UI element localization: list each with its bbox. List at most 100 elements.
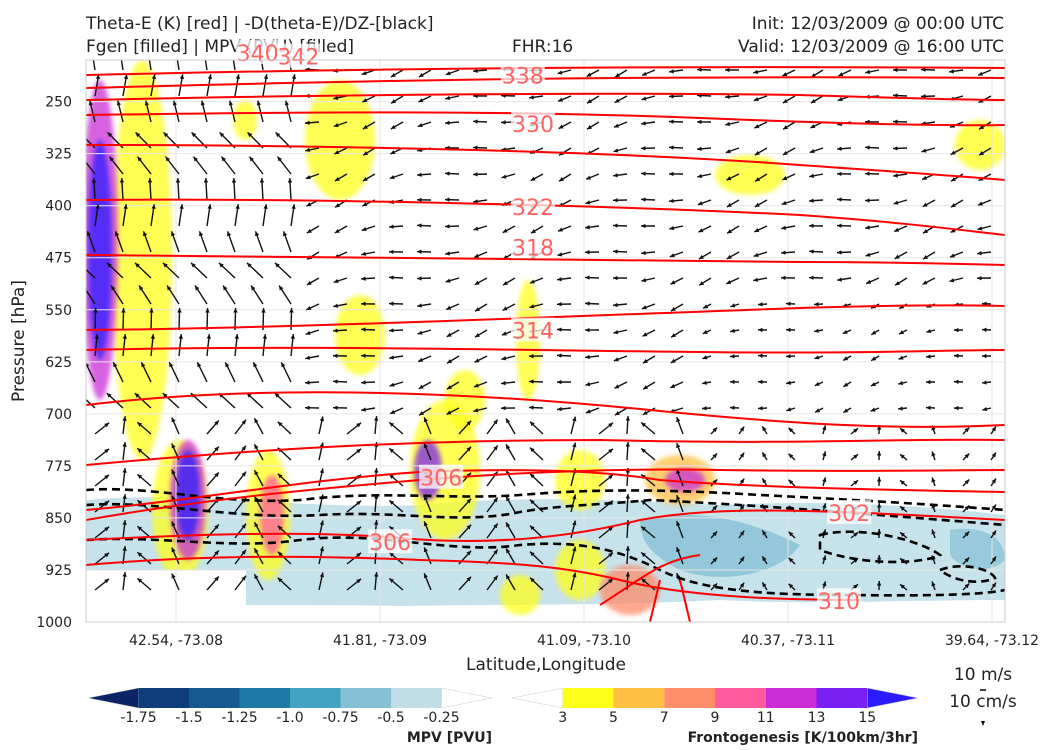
wind-vector-head [809, 223, 814, 229]
wind-vector-head [762, 582, 767, 588]
wind-vector-head [137, 422, 143, 427]
mpv-tick-label: -1.5 [175, 710, 202, 726]
wind-vector-head [241, 549, 246, 555]
wind-vector-head [356, 500, 362, 506]
wind-vector-head [586, 72, 592, 77]
wind-vector-head [608, 578, 614, 584]
wind-vector-head [389, 275, 394, 280]
wind-vector-head [698, 254, 704, 260]
wind-vector-head [389, 526, 395, 531]
wind-vector-head [837, 197, 842, 202]
chart-title-line1: Theta-E (K) [red] | -D(theta-E)/DZ-[blac… [86, 14, 434, 34]
wind-vector-head [306, 202, 312, 207]
wind-vector-head [473, 408, 479, 413]
wind-vector-head [493, 419, 498, 425]
wind-vector-head [241, 445, 246, 451]
mpv-tick-label: -1.25 [221, 710, 257, 726]
wind-vector-head [949, 253, 955, 258]
wind-vector-head [726, 202, 732, 208]
contour-label-bg [827, 500, 872, 525]
wind-vector-head [445, 120, 450, 125]
theta-e-label: 314 [512, 320, 554, 345]
wind-vector-head [702, 406, 707, 411]
wind-vector-head [390, 72, 396, 77]
wind-vector-head [446, 332, 452, 337]
wind-vector-head [277, 551, 283, 557]
x-tick-label: 39.64, -73.12 [945, 633, 1039, 649]
wind-vector-head [423, 521, 428, 527]
wind-vector-head [234, 334, 239, 339]
wind-vector-head [625, 572, 630, 577]
contour-label-bg [511, 234, 555, 259]
wind-vector-head [702, 329, 708, 334]
wind-vector-head [557, 302, 562, 307]
wind-vector-head [228, 100, 233, 106]
wind-vector-head [699, 281, 705, 286]
wind-vector-head [502, 228, 508, 233]
wind-vector-head [922, 175, 928, 180]
mpv-swatch [290, 688, 341, 708]
wind-vector-head [703, 304, 709, 309]
wind-vector-head [865, 225, 870, 230]
wind-vector-head [214, 446, 219, 452]
wind-vector-head [572, 546, 577, 552]
fgen-blob [335, 295, 385, 375]
wind-vector-head [670, 383, 676, 388]
mpv-swatch [189, 688, 240, 708]
wind-vector-head [586, 175, 592, 180]
y-tick-label: 325 [45, 147, 72, 163]
wind-vector-head [241, 575, 246, 581]
wind-vector-head [417, 223, 422, 228]
wind-vector-head [374, 468, 379, 473]
wind-vector [148, 60, 152, 71]
wind-vector-head [501, 405, 506, 411]
wind-vector-head [417, 330, 423, 335]
fgen-tick-label: 5 [609, 710, 618, 726]
wind-vector-head [613, 302, 618, 308]
fgen-swatch [511, 687, 563, 709]
init-time: Init: 12/03/2009 @ 00:00 UTC [751, 14, 1004, 34]
theta-e-label: 338 [502, 64, 544, 89]
wind-vector-head [200, 100, 205, 106]
wind-vector-head [837, 146, 842, 151]
wind-vector-head [954, 353, 959, 358]
wind-vector-head [493, 523, 498, 529]
wind-vector-head [193, 156, 198, 162]
wind-vector-head [94, 334, 99, 339]
wind-vector [86, 161, 96, 175]
wind-vector-head [809, 249, 814, 254]
wind-vector-head [389, 552, 395, 557]
wind-vector-head [814, 328, 819, 333]
wind-vector-head [585, 327, 590, 333]
wind-vector-head [837, 223, 842, 228]
wind-vector-head [150, 334, 155, 339]
wind-vector-head [669, 225, 675, 231]
wind-vector-head [305, 147, 311, 153]
wind-vector-head [419, 411, 425, 416]
wind-vector-head [122, 468, 127, 473]
wind-vector-head [506, 418, 511, 424]
wind-vector-head [231, 178, 237, 183]
wind-vector-head [473, 119, 478, 124]
wind-vector-head [174, 48, 178, 53]
wind-vector-head [529, 577, 535, 583]
wind-vector-head [529, 379, 534, 384]
wind-vector-head [122, 416, 127, 421]
wind-vector-head [446, 384, 452, 390]
wind-vector-head [163, 132, 169, 138]
theta-e-contour [86, 555, 861, 601]
wind-vector-head [822, 555, 827, 561]
wind-vector-head [277, 525, 283, 531]
wind-vector-head [253, 362, 258, 368]
wind-vector-head [319, 572, 325, 578]
wind-vector-head [277, 421, 283, 427]
dthetae-dz-line [818, 530, 943, 564]
wind-vector-head [991, 452, 997, 458]
wind-vector-head [921, 148, 927, 153]
wind-vector-head [697, 201, 703, 206]
wind-vector-head [501, 174, 507, 179]
wind-vector-head [361, 251, 367, 256]
wind-vector-head [557, 70, 563, 75]
wind-vector-head [977, 250, 982, 256]
wind-vectors [86, 48, 997, 591]
